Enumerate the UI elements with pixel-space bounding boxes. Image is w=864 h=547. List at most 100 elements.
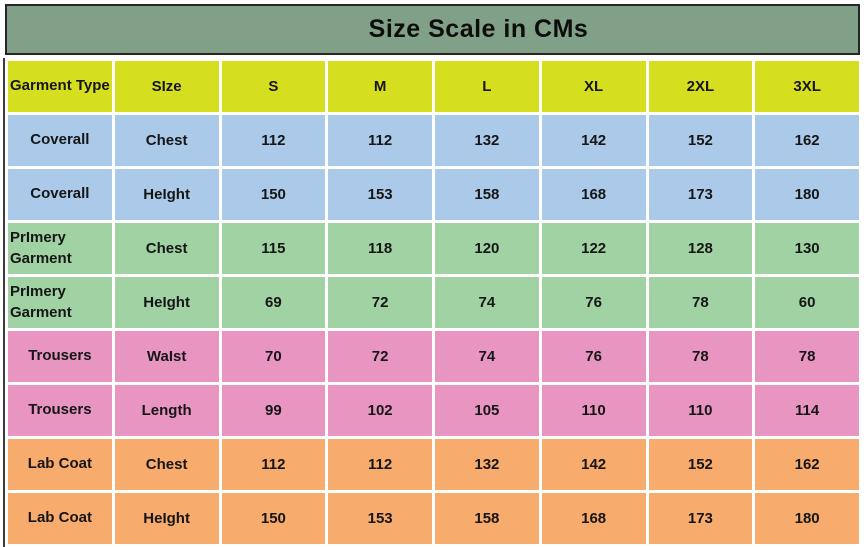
table-row: PrImery Garment Chest 115 118 120 122 12…	[8, 223, 859, 274]
garment-label: Lab Coat	[27, 509, 92, 527]
garment-label: PrImery Garment	[10, 229, 72, 267]
size-value-cell: 69	[221, 277, 326, 328]
size-value-cell: 76	[541, 331, 646, 382]
size-table-wrapper: Garment Type SIze S M L XL 2XL 3XL Cover…	[3, 58, 862, 547]
size-value-cell: 99	[221, 385, 326, 436]
size-value-cell: 78	[755, 331, 859, 382]
column-header-label: XL	[584, 78, 604, 95]
size-value-cell: 158	[435, 493, 539, 544]
size-value-cell: 120	[435, 223, 539, 274]
garment-label: Trousers	[28, 401, 92, 419]
size-value-cell: 102	[328, 385, 432, 436]
column-header-label: L	[482, 78, 492, 95]
size-value-cell: 128	[648, 223, 753, 274]
table-row: Trousers WaIst 70 72 74 76 78 78	[8, 331, 859, 382]
measure-cell: Length	[114, 385, 219, 436]
column-header-size: SIze	[114, 61, 219, 112]
column-header-label: S	[268, 78, 279, 95]
column-header-garment-type: Garment Type	[8, 61, 112, 112]
table-row: Lab Coat HeIght 150 153 158 168 173 180	[8, 493, 859, 544]
garment-cell: Lab Coat	[8, 439, 112, 490]
measure-cell: HeIght	[114, 493, 219, 544]
size-value-cell: 70	[221, 331, 326, 382]
garment-cell: Coverall	[8, 169, 112, 220]
measure-cell: HeIght	[114, 169, 219, 220]
size-value-cell: 168	[541, 169, 646, 220]
table-row: Coverall Chest 112 112 132 142 152 162	[8, 115, 859, 166]
size-value-cell: 180	[755, 169, 859, 220]
size-value-cell: 142	[541, 115, 646, 166]
size-value-cell: 153	[328, 169, 432, 220]
garment-cell: Lab Coat	[8, 493, 112, 544]
column-header-xl: XL	[541, 61, 646, 112]
size-value-cell: 158	[435, 169, 539, 220]
garment-cell: Coverall	[8, 115, 112, 166]
page-title: Size Scale in CMs	[368, 15, 589, 43]
size-value-cell: 122	[541, 223, 646, 274]
size-value-cell: 173	[648, 169, 753, 220]
garment-cell: PrImery Garment	[8, 277, 112, 328]
column-header-2xl: 2XL	[648, 61, 753, 112]
size-value-cell: 173	[648, 493, 753, 544]
garment-label: Coverall	[30, 131, 90, 149]
size-value-cell: 152	[648, 115, 753, 166]
size-value-cell: 132	[435, 115, 539, 166]
size-value-cell: 132	[435, 439, 539, 490]
size-value-cell: 162	[755, 439, 859, 490]
size-value-cell: 76	[541, 277, 646, 328]
column-header-label: Garment Type	[10, 77, 110, 95]
column-header-label: 3XL	[793, 78, 821, 95]
size-value-cell: 110	[648, 385, 753, 436]
size-value-cell: 130	[755, 223, 859, 274]
size-value-cell: 74	[435, 331, 539, 382]
table-row: PrImery Garment HeIght 69 72 74 76 78 60	[8, 277, 859, 328]
size-value-cell: 115	[221, 223, 326, 274]
size-value-cell: 150	[221, 493, 326, 544]
size-value-cell: 110	[541, 385, 646, 436]
size-value-cell: 180	[755, 493, 859, 544]
column-header-m: M	[328, 61, 432, 112]
column-header-3xl: 3XL	[755, 61, 859, 112]
garment-cell: Trousers	[8, 385, 112, 436]
size-value-cell: 112	[221, 439, 326, 490]
column-header-label: SIze	[151, 78, 182, 95]
garment-cell: PrImery Garment	[8, 223, 112, 274]
table-row: Lab Coat Chest 112 112 132 142 152 162	[8, 439, 859, 490]
size-value-cell: 114	[755, 385, 859, 436]
measure-cell: HeIght	[114, 277, 219, 328]
garment-label: Lab Coat	[27, 455, 92, 473]
size-value-cell: 78	[648, 277, 753, 328]
size-value-cell: 72	[328, 277, 432, 328]
size-value-cell: 162	[755, 115, 859, 166]
measure-cell: Chest	[114, 115, 219, 166]
size-value-cell: 150	[221, 169, 326, 220]
measure-cell: Chest	[114, 223, 219, 274]
measure-cell: Chest	[114, 439, 219, 490]
size-value-cell: 112	[328, 439, 432, 490]
column-header-s: S	[221, 61, 326, 112]
size-value-cell: 105	[435, 385, 539, 436]
garment-label: Coverall	[30, 185, 90, 203]
size-value-cell: 60	[755, 277, 859, 328]
size-table: Garment Type SIze S M L XL 2XL 3XL Cover…	[5, 58, 862, 547]
header-row: Garment Type SIze S M L XL 2XL 3XL	[8, 61, 859, 112]
size-value-cell: 112	[221, 115, 326, 166]
size-value-cell: 118	[328, 223, 432, 274]
size-value-cell: 152	[648, 439, 753, 490]
garment-label: PrImery Garment	[10, 283, 72, 321]
table-row: Coverall HeIght 150 153 158 168 173 180	[8, 169, 859, 220]
column-header-label: 2XL	[686, 78, 715, 95]
column-header-l: L	[435, 61, 539, 112]
chart-title-bar: Size Scale in CMs	[5, 4, 860, 55]
size-value-cell: 168	[541, 493, 646, 544]
size-value-cell: 74	[435, 277, 539, 328]
size-value-cell: 142	[541, 439, 646, 490]
size-value-cell: 153	[328, 493, 432, 544]
table-row: Trousers Length 99 102 105 110 110 114	[8, 385, 859, 436]
size-value-cell: 72	[328, 331, 432, 382]
measure-cell: WaIst	[114, 331, 219, 382]
size-value-cell: 112	[328, 115, 432, 166]
size-value-cell: 78	[648, 331, 753, 382]
column-header-label: M	[373, 78, 387, 95]
